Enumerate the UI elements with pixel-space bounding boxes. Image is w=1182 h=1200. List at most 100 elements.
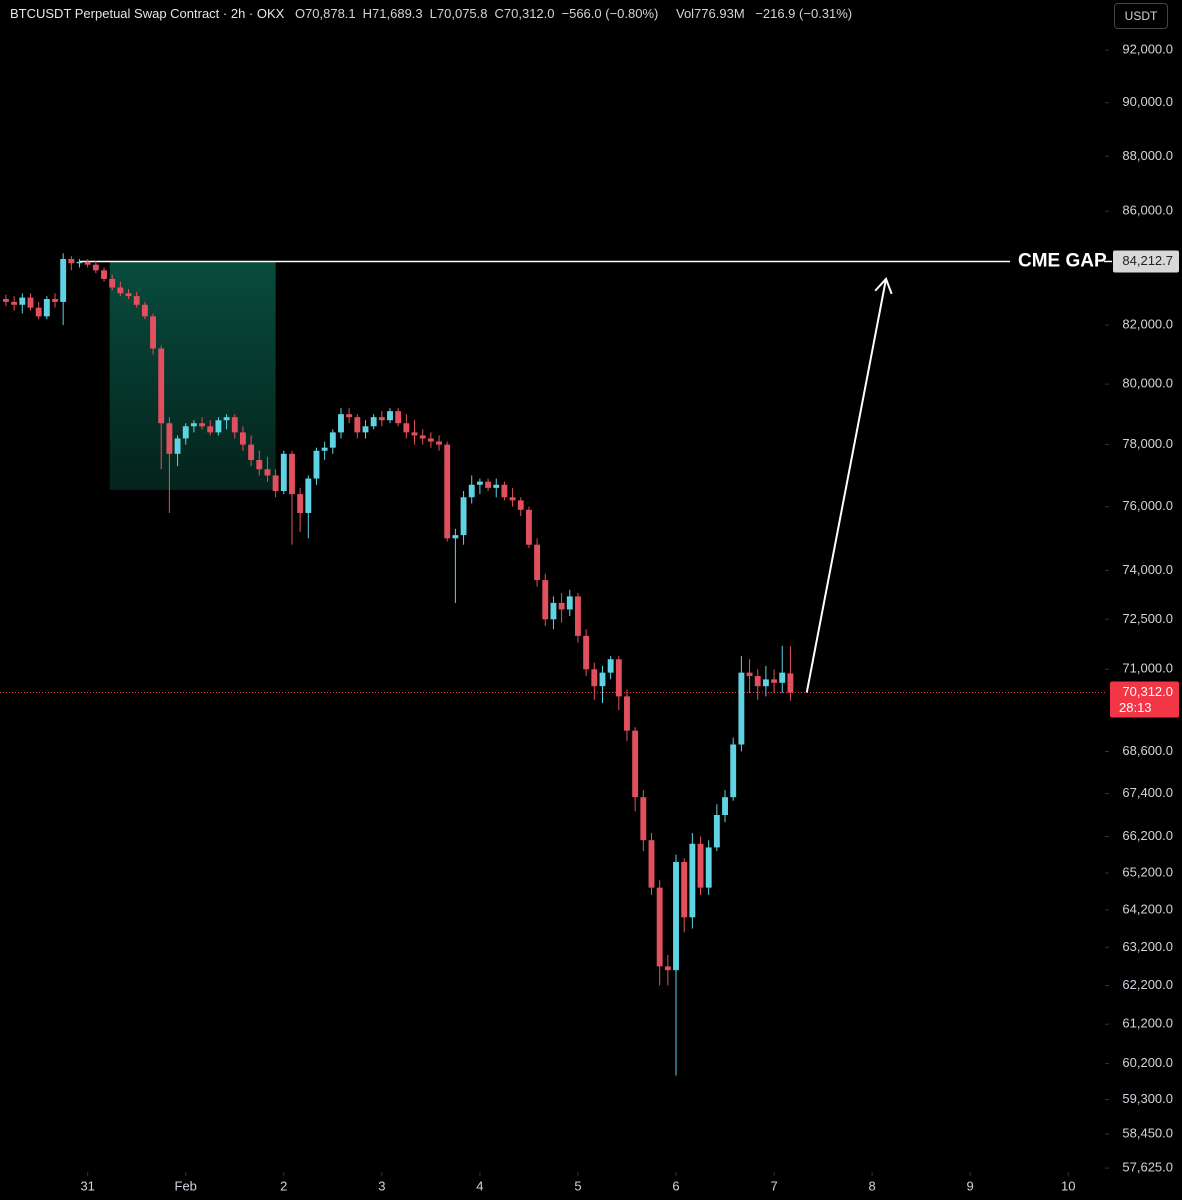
candle-body [43, 299, 50, 317]
candle-body [787, 673, 794, 693]
x-tick-label: 6 [672, 1178, 679, 1193]
x-tick-label: 5 [574, 1178, 581, 1193]
volume: Vol776.93M [675, 6, 745, 21]
y-tick-label: 92,000.0 [1122, 42, 1173, 57]
candle-body [239, 432, 246, 445]
candle-body [370, 417, 377, 427]
candle-body [52, 299, 58, 302]
candle-body [338, 414, 344, 433]
candle-body [101, 270, 107, 279]
candle-body [452, 535, 459, 539]
candle-body [215, 420, 222, 433]
ohlc-value: O70,878.1 [294, 6, 356, 21]
cme-price-box [1113, 250, 1179, 273]
candle-body [705, 847, 712, 888]
arrow [805, 278, 887, 693]
y-tick-label: 63,200.0 [1122, 939, 1173, 954]
candle-body [607, 659, 614, 673]
y-tick-label: 82,000.0 [1122, 317, 1173, 332]
candle-body [199, 423, 206, 427]
y-tick-label: 66,200.0 [1122, 828, 1173, 843]
candle-body [272, 475, 279, 491]
y-tick-label: 60,200.0 [1122, 1055, 1173, 1070]
price-label: 70,312.0 [1122, 684, 1173, 699]
candle-body [436, 441, 442, 445]
candle-body [591, 669, 598, 687]
arrow-head [874, 277, 893, 295]
volume-change: −216.9 (−0.31%) [755, 6, 853, 21]
candle-body [599, 672, 606, 687]
candle-body [476, 481, 483, 485]
candle-body [566, 596, 573, 610]
candle-body [689, 843, 696, 918]
candle-body [346, 414, 353, 418]
candle-body [76, 261, 83, 264]
x-tick-label: 4 [476, 1178, 483, 1193]
candle-body [19, 297, 26, 305]
candle-body [681, 861, 688, 918]
candle-body [583, 635, 590, 670]
candle-body [248, 444, 255, 460]
candle-body [362, 426, 369, 433]
candle-body [297, 494, 304, 513]
candle-body [92, 264, 99, 271]
candle-body [419, 435, 426, 439]
header: BTCUSDT Perpetual Swap Contract · 2h · O… [10, 6, 859, 21]
ohlc-value: L70,075.8 [429, 6, 488, 21]
candle-body [427, 438, 434, 442]
candle-body [11, 301, 18, 305]
candle-body [182, 426, 189, 439]
y-tick-label: 72,500.0 [1122, 611, 1173, 626]
candle-body [305, 478, 312, 513]
ohlc-value: H71,689.3 [362, 6, 423, 21]
candle-body [190, 423, 197, 427]
x-tick-label: 7 [770, 1178, 777, 1193]
symbol-title: BTCUSDT Perpetual Swap Contract · 2h · O… [10, 6, 285, 21]
candle-body [256, 459, 263, 470]
currency-button[interactable]: USDT [1114, 3, 1168, 29]
x-tick-label: 10 [1061, 1178, 1075, 1193]
candle-body [534, 544, 541, 581]
candle-body [60, 258, 67, 302]
candle-body [664, 966, 671, 971]
candle-body [231, 417, 238, 433]
x-tick-label: 8 [869, 1178, 876, 1193]
x-tick-label: 2 [280, 1178, 287, 1193]
candle-body [117, 287, 124, 294]
candle-body [771, 679, 778, 683]
y-tick-label: 57,625.0 [1122, 1159, 1173, 1174]
y-tick-label: 86,000.0 [1122, 203, 1173, 218]
y-tick-label: 65,200.0 [1122, 864, 1173, 879]
cme-price-label: 84,212.7 [1122, 253, 1173, 268]
y-tick-label: 88,000.0 [1122, 148, 1173, 163]
candle-body [166, 423, 173, 454]
candle-body [289, 453, 295, 495]
ohlc-value: C70,312.0 [494, 6, 555, 21]
candle-body [174, 438, 181, 454]
candle-body [501, 484, 508, 498]
y-tick-label: 80,000.0 [1122, 376, 1173, 391]
candle-body [558, 602, 565, 610]
candle-body [109, 278, 116, 288]
y-tick-label: 68,600.0 [1122, 743, 1173, 758]
y-tick-label: 61,200.0 [1122, 1016, 1173, 1031]
candle-body [223, 417, 230, 421]
candle-body [673, 861, 679, 971]
candle-body [395, 411, 402, 424]
candle-body [542, 580, 549, 620]
y-tick-label: 67,400.0 [1122, 785, 1173, 800]
candle-body [313, 450, 320, 479]
candle-body [722, 797, 728, 816]
candle-body [158, 348, 165, 424]
candle-body [509, 497, 516, 501]
y-tick-label: 62,200.0 [1122, 977, 1173, 992]
candle-body [125, 293, 132, 297]
y-tick-label: 64,200.0 [1122, 901, 1173, 916]
candle-body [444, 444, 451, 539]
candle-body [150, 316, 156, 349]
candle-body [779, 672, 786, 683]
candle-body [730, 744, 737, 798]
candle-body [738, 672, 745, 745]
y-tick-label: 71,000.0 [1122, 661, 1173, 676]
